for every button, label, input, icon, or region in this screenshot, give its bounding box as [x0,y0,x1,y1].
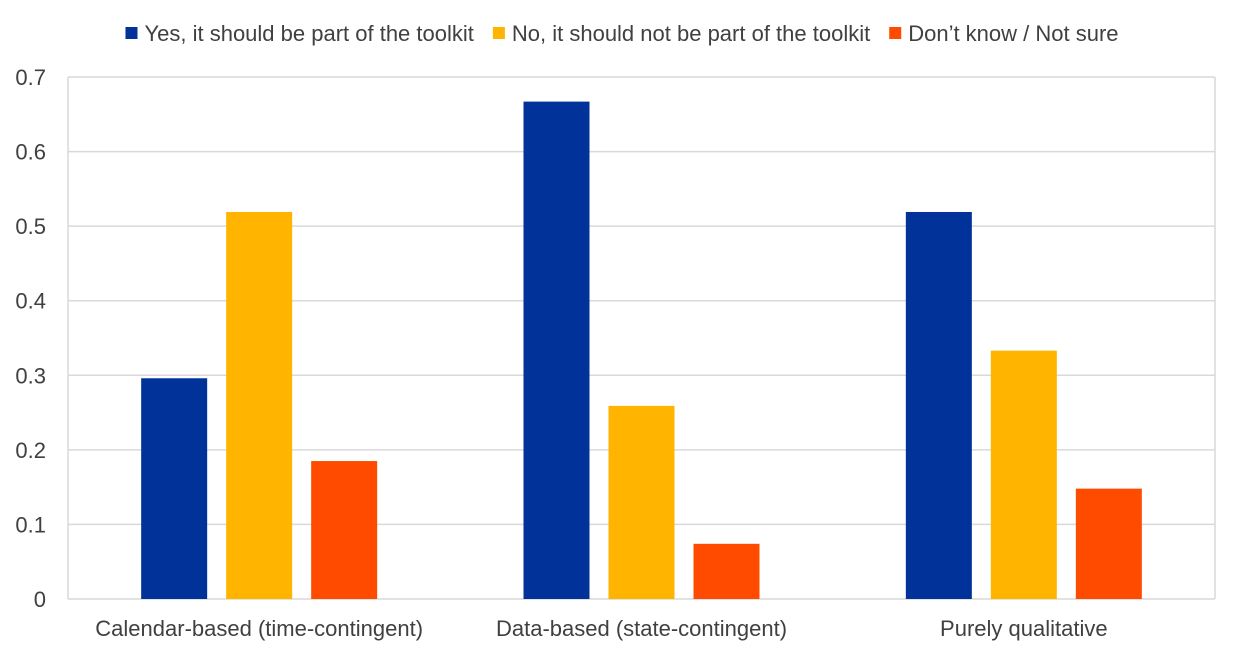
y-tick-label: 0.4 [15,289,46,314]
x-category-label: Calendar-based (time-contingent) [95,616,423,641]
bar-series-1-cat-2 [523,101,590,599]
bar-series-1-cat-1 [141,378,208,599]
bar-series-2-cat-3 [990,350,1057,599]
legend-swatch [125,27,138,39]
legend-swatch [889,27,902,39]
y-tick-label: 0.1 [15,512,46,537]
legend-label: Don’t know / Not sure [908,21,1118,46]
legend-label: Yes, it should be part of the toolkit [144,21,473,46]
x-category-label: Data-based (state-contingent) [496,616,787,641]
bar-series-2-cat-2 [608,405,675,599]
bar-series-1-cat-3 [905,211,972,599]
bar-series-3-cat-1 [311,461,378,599]
x-axis: Calendar-based (time-contingent) Data-bas… [95,616,1107,641]
legend-item-2: No, it should not be part of the toolkit [492,21,870,46]
y-tick-label: 0 [34,587,46,612]
y-tick-label: 0.3 [15,363,46,388]
bar-series-2-cat-1 [226,211,293,599]
y-axis: 0 0.1 0.2 0.3 0.4 0.5 0.6 0.7 [15,65,46,612]
legend: Yes, it should be part of the toolkit No,… [125,21,1119,46]
y-tick-label: 0.2 [15,438,46,463]
y-tick-label: 0.7 [15,65,46,90]
y-tick-label: 0.6 [15,140,46,165]
legend-swatch [492,27,505,39]
x-category-label: Purely qualitative [940,616,1108,641]
legend-label: No, it should not be part of the toolkit [512,21,870,46]
bar-series-3-cat-2 [693,543,760,599]
bar-series-3-cat-3 [1075,488,1142,599]
legend-item-1: Yes, it should be part of the toolkit [125,21,474,46]
bars [141,101,1142,599]
legend-item-3: Don’t know / Not sure [889,21,1119,46]
y-tick-label: 0.5 [15,214,46,239]
